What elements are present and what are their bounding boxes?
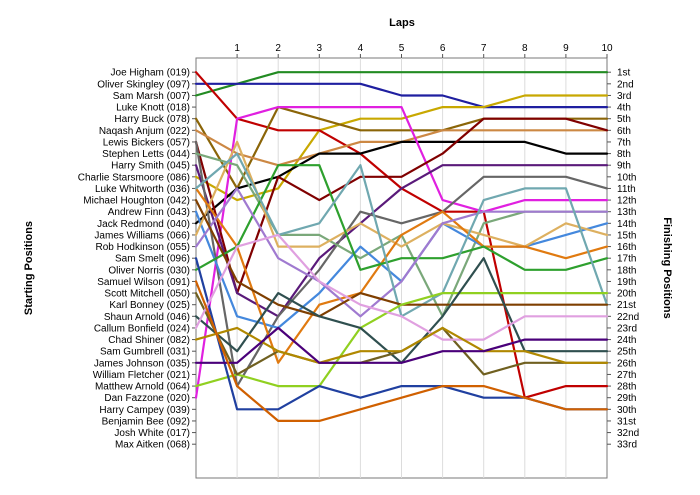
axis-layer: 1 2 3 4 5 6 7 8 9 10 (192, 43, 613, 445)
finishing-position-label: 30th (617, 405, 636, 416)
series-line-16 (194, 164, 609, 271)
starting-position-label: Callum Bonfield (024) (94, 323, 190, 334)
lap-tick-label: 10 (601, 43, 613, 54)
lap-tick-label: 9 (563, 43, 569, 54)
lap-tick-label: 3 (317, 43, 323, 54)
starting-position-label: Sam Gumbrell (031) (100, 347, 190, 358)
finishing-position-label: 6th (617, 126, 631, 137)
series-line-24 (194, 233, 609, 341)
lap-tick-label: 1 (234, 43, 240, 54)
finishing-position-label: 19th (617, 277, 636, 288)
starting-position-label: Rob Hodkinson (055) (96, 242, 191, 253)
lap-tick-label: 2 (275, 43, 281, 54)
finishing-position-label: 14th (617, 219, 636, 230)
x-axis-title: Laps (389, 17, 415, 29)
starting-position-label: William Fletcher (021) (93, 370, 190, 381)
starting-position-label: Harry Buck (078) (114, 114, 190, 125)
starting-position-label: Karl Bonney (025) (109, 300, 190, 311)
starting-position-label: Benjamin Bee (092) (102, 416, 190, 427)
starting-position-label: Naqash Anjum (022) (99, 126, 190, 137)
starting-position-label: Shaun Arnold (046) (104, 312, 190, 323)
finishing-position-label: 28th (617, 382, 636, 393)
series-line-27 (194, 280, 609, 422)
starting-position-label: Lewis Bickers (057) (103, 137, 190, 148)
series-line-15 (194, 187, 609, 364)
finishing-position-label: 32nd (617, 428, 639, 439)
starting-position-label: Harry Campey (039) (99, 405, 190, 416)
finishing-position-label: 26th (617, 358, 636, 369)
starting-position-label: Luke Knott (018) (116, 103, 190, 114)
finishing-position-label: 18th (617, 265, 636, 276)
starting-position-label: Oliver Skingley (097) (97, 79, 190, 90)
finishing-position-label: 4th (617, 103, 631, 114)
finishing-position-label: 12th (617, 196, 636, 207)
series-line-2 (194, 82, 609, 109)
grid-layer (195, 57, 608, 479)
lap-tick-label: 5 (399, 43, 405, 54)
finishing-position-label: 29th (617, 393, 636, 404)
series-line-7 (194, 140, 609, 225)
series-layer (194, 71, 609, 422)
series-line-8 (194, 105, 609, 399)
starting-position-label: Charlie Starsmoore (086) (78, 172, 190, 183)
series-line-1 (194, 71, 609, 97)
series-line-9 (194, 117, 609, 295)
starting-position-label: Dan Fazzone (020) (104, 393, 190, 404)
finishing-position-label: 25th (617, 347, 636, 358)
finishing-position-label: 11th (617, 184, 636, 195)
starting-position-label: James Williams (066) (94, 230, 190, 241)
starting-position-label: Scott Mitchell (050) (104, 289, 190, 300)
finishing-position-label: 16th (617, 242, 636, 253)
finishing-position-label: 2nd (617, 79, 634, 90)
starting-position-label: James Johnson (035) (94, 358, 190, 369)
series-line-26 (194, 326, 609, 364)
starting-position-label: Sam Marsh (007) (113, 91, 190, 102)
starting-position-label: Sam Smelt (096) (115, 254, 190, 265)
lap-tick-label: 6 (440, 43, 446, 54)
starting-position-label: Luke Whitworth (036) (95, 184, 190, 195)
finishing-position-label: 33rd (617, 440, 637, 451)
y-axis-title-left: Starting Positions (23, 221, 35, 315)
finishing-position-label: 22nd (617, 312, 639, 323)
starting-position-label: Jack Redmond (040) (97, 219, 190, 230)
finishing-position-label: 9th (617, 161, 631, 172)
series-line-25 (194, 326, 609, 364)
starting-position-label: Andrew Finn (043) (108, 207, 190, 218)
starting-position-label: Michael Houghton (042) (83, 196, 190, 207)
starting-position-label: Joe Higham (019) (111, 68, 190, 79)
starting-position-label: Harry Smith (045) (111, 161, 190, 172)
finishing-position-label: 15th (617, 230, 636, 241)
starting-position-label: Samuel Wilson (091) (97, 277, 190, 288)
finishing-position-label: 5th (617, 114, 631, 125)
starting-position-label: Oliver Norris (030) (108, 265, 190, 276)
finishing-position-label: 31st (617, 416, 636, 427)
y-axis-title-right: Finishing Positions (661, 217, 673, 318)
finishing-position-label: 1st (617, 68, 631, 79)
finishing-position-label: 24th (617, 335, 636, 346)
series-line-14 (194, 140, 609, 248)
starting-position-label: Matthew Arnold (064) (95, 382, 190, 393)
starting-position-label: Chad Shiner (082) (108, 335, 190, 346)
finishing-position-label: 10th (617, 172, 636, 183)
label-layer: Joe Higham (019)Oliver Skingley (097)Sam… (78, 68, 640, 451)
starting-position-label: Josh White (017) (114, 428, 190, 439)
finishing-position-label: 7th (617, 137, 631, 148)
finishing-position-label: 27th (617, 370, 636, 381)
lap-tick-label: 7 (481, 43, 487, 54)
finishing-position-label: 17th (617, 254, 636, 265)
finishing-position-label: 13th (617, 207, 636, 218)
finishing-position-label: 3rd (617, 91, 631, 102)
lap-tick-label: 8 (522, 43, 528, 54)
finishing-position-label: 21st (617, 300, 636, 311)
series-line-20 (194, 292, 609, 388)
series-line-10 (194, 164, 609, 318)
finishing-position-label: 8th (617, 149, 631, 160)
finishing-position-label: 23rd (617, 323, 637, 334)
starting-position-label: Max Aitken (068) (115, 440, 190, 451)
series-line-17 (194, 187, 609, 318)
starting-position-label: Stephen Letts (044) (102, 149, 190, 160)
finishing-position-label: 20th (617, 289, 636, 300)
lap-tick-label: 4 (358, 43, 364, 54)
